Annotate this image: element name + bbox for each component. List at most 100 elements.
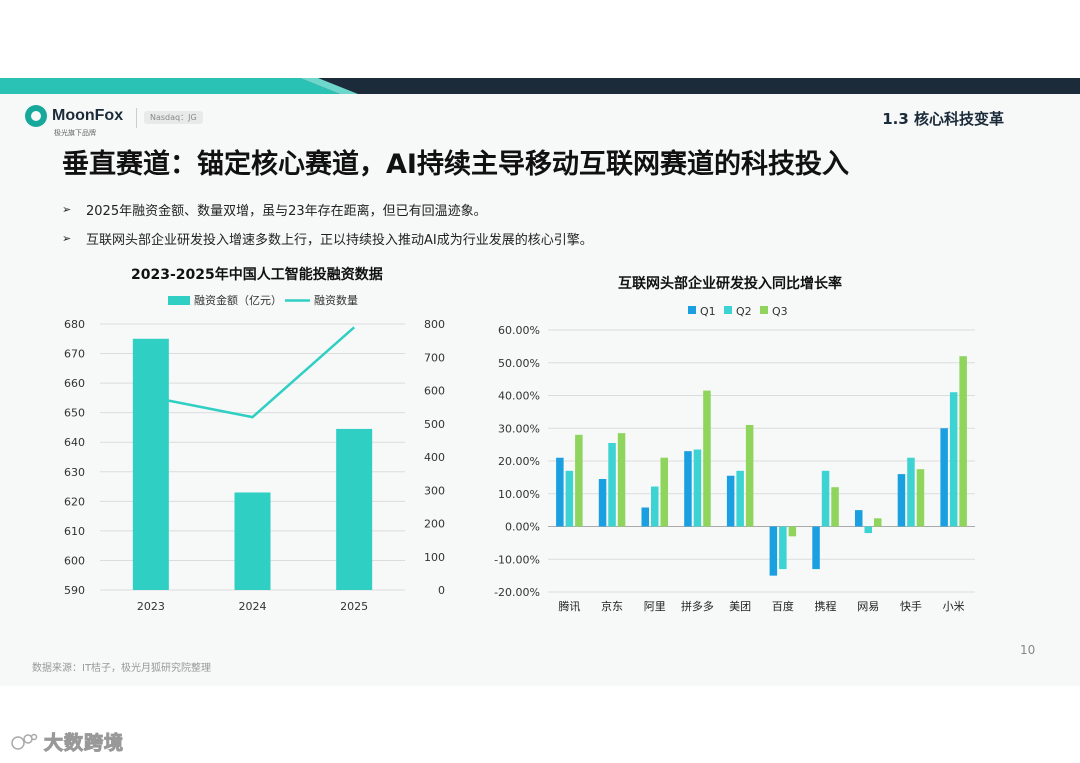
nasdaq-badge: Nasdaq：JG (144, 111, 203, 124)
legend-swatch (724, 306, 732, 314)
logo-subtitle: 极光旗下品牌 (54, 129, 96, 137)
x-tick-label: 网易 (857, 600, 879, 613)
watermark: 大数跨境 (10, 728, 124, 755)
data-source-note: 数据来源：IT桔子，极光月狐研究院整理 (32, 663, 212, 674)
y-tick-right: 500 (424, 418, 445, 431)
y-tick-left: 680 (64, 318, 85, 331)
y-tick-left: 640 (64, 436, 85, 449)
watermark-logo-icon (11, 733, 38, 750)
legend-label: 融资金额（亿元） (194, 293, 282, 307)
bar (745, 424, 754, 527)
bar (916, 469, 925, 527)
y-tick-right: 0 (438, 584, 445, 597)
logo-name: MoonFox (52, 107, 124, 124)
x-tick-label: 2025 (340, 600, 368, 613)
y-tick: 40.00% (498, 390, 540, 403)
legend-swatch (760, 306, 768, 314)
bar (234, 492, 271, 590)
bar (897, 474, 906, 527)
x-tick-label: 2024 (239, 600, 267, 613)
bar (779, 526, 787, 570)
y-tick-right: 100 (424, 551, 445, 564)
y-tick-right: 200 (424, 518, 445, 531)
bar (598, 479, 607, 527)
bar (575, 434, 583, 527)
investment-chart: 590 600 610 620 630 640 650 660 670 680 0 100 200 300… (64, 293, 445, 613)
logo-divider (136, 108, 137, 128)
y-tick: 20.00% (498, 455, 540, 468)
bullet-item: ➢ 2025年融资金额、数量双增，虽与23年存在距离，但已有回温迹象。 (62, 200, 487, 219)
y-tick-left: 670 (64, 348, 85, 361)
bar (617, 433, 626, 527)
section-label: 1.3 核心科技变革 (882, 110, 1004, 128)
bar (660, 457, 668, 527)
y-tick: -20.00% (494, 586, 540, 599)
y-tick-left: 630 (64, 466, 85, 479)
legend-swatch (168, 296, 190, 305)
bullet-item: ➢ 互联网头部企业研发投入增速多数上行，正以持续投入推动AI成为行业发展的核心引… (62, 229, 593, 248)
watermark-text: 大数跨境 (43, 732, 125, 755)
bar (831, 487, 839, 527)
bar (608, 442, 616, 527)
x-tick-label: 美团 (729, 600, 751, 613)
rnd-growth-chart: -20.00% -10.00% 0.00% 10.00% 20.00% 30.00% 40.… (494, 305, 975, 613)
y-tick: -10.00% (494, 553, 540, 566)
bar (821, 470, 830, 527)
x-tick-label: 小米 (943, 600, 965, 613)
top-bar-accent (0, 78, 340, 94)
bar (812, 526, 820, 570)
x-tick-label: 百度 (772, 599, 794, 613)
legend-label: Q2 (736, 305, 752, 318)
bar (907, 457, 915, 527)
y-tick: 10.00% (498, 488, 540, 501)
x-tick-label: 腾讯 (558, 599, 580, 613)
slide-background (0, 78, 1080, 686)
page-number: 10 (1020, 643, 1036, 657)
x-tick-label: 拼多多 (681, 599, 714, 613)
bar (959, 356, 967, 527)
y-tick: 30.00% (498, 422, 540, 435)
y-tick-left: 650 (64, 407, 85, 420)
x-tick-label: 快手 (900, 599, 922, 613)
bar (132, 338, 169, 590)
y-tick-left: 620 (64, 495, 85, 508)
y-tick-right: 800 (424, 318, 445, 331)
bar (864, 526, 872, 534)
bar (855, 510, 863, 527)
chart-title-investment: 2023-2025年中国人工智能投融资数据 (131, 267, 383, 283)
bar (693, 449, 702, 527)
bar (703, 390, 711, 527)
x-tick-label: 2023 (137, 600, 165, 613)
bar (788, 526, 797, 537)
legend-label: Q1 (700, 305, 716, 318)
y-tick-right: 400 (424, 451, 445, 464)
y-tick: 60.00% (498, 324, 540, 337)
bar (556, 457, 564, 527)
series-line (150, 326, 355, 419)
bar (641, 507, 649, 527)
bar (565, 470, 574, 527)
bar (769, 526, 778, 576)
y-tick: 0.00% (505, 521, 540, 534)
y-tick-left: 610 (64, 525, 85, 538)
legend-label: Q3 (772, 305, 788, 318)
legend-swatch (688, 306, 696, 314)
moonfox-logo: MoonFox (25, 105, 123, 127)
moonfox-logo-icon (25, 105, 47, 127)
bar (940, 428, 948, 527)
bar (726, 475, 735, 527)
x-tick-label: 京东 (601, 599, 623, 613)
bar (684, 451, 692, 527)
chart-title-rnd-growth: 互联网头部企业研发投入同比增长率 (618, 276, 842, 292)
y-tick-right: 600 (424, 385, 445, 398)
bar (736, 470, 744, 527)
bar (651, 486, 659, 527)
y-tick-left: 590 (64, 584, 85, 597)
bar (336, 428, 373, 590)
y-tick-left: 660 (64, 377, 85, 390)
bullet-text: 互联网头部企业研发投入增速多数上行，正以持续投入推动AI成为行业发展的核心引擎。 (86, 233, 593, 248)
bullet-arrow-icon: ➢ (62, 203, 72, 216)
y-tick: 50.00% (498, 357, 540, 370)
bar (949, 392, 958, 527)
y-tick-right: 700 (424, 351, 445, 364)
